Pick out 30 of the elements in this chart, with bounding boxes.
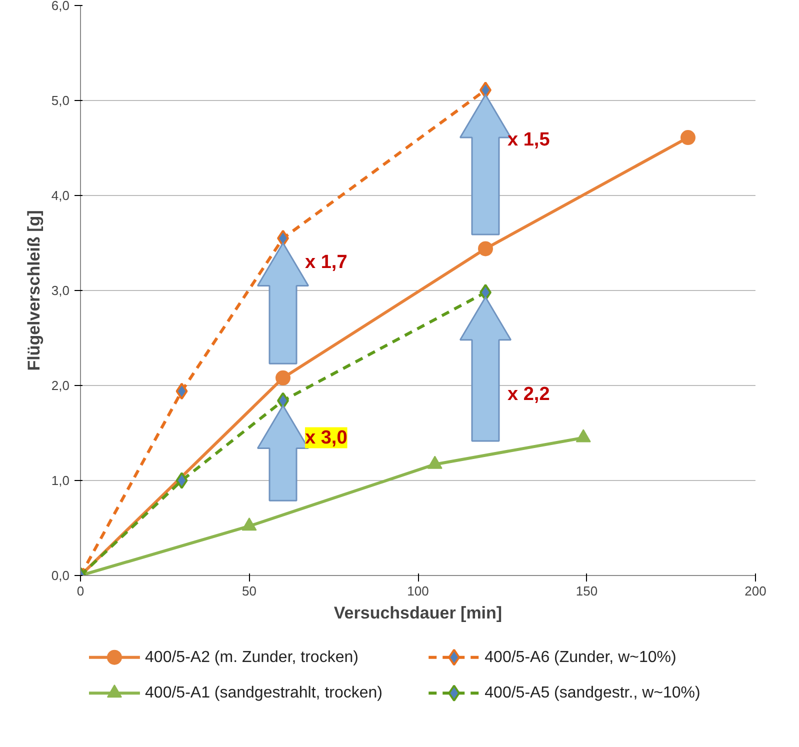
point (427, 456, 442, 469)
legend-label: 400/5-A1 (sandgestrahlt, trocken) (145, 684, 382, 702)
point (242, 518, 257, 531)
y-tick-label: 5,0 (51, 93, 70, 108)
legend-label: 400/5-A6 (Zunder, w~10%) (484, 648, 676, 666)
annotation: x 1,7 (305, 252, 348, 274)
y-tick-label: 2,0 (51, 378, 70, 393)
y-tick-label: 0,0 (51, 568, 70, 583)
y-axis-title: Flügelverschleiß [g] (24, 210, 44, 371)
point (276, 370, 290, 386)
legend-label: 400/5-A2 (m. Zunder, trocken) (145, 648, 358, 666)
y-tick-label: 6,0 (51, 0, 70, 13)
x-tick-label: 100 (407, 584, 429, 598)
point (176, 472, 188, 489)
point (576, 429, 591, 442)
x-tick-label: 0 (76, 584, 84, 598)
annotation: x 2,2 (508, 384, 550, 406)
y-tick-label: 3,0 (51, 283, 70, 298)
point (680, 130, 696, 146)
annotation: x 1,5 (508, 130, 550, 151)
x-tick-label: 150 (576, 584, 598, 598)
y-tick-label: 1,0 (51, 473, 70, 488)
y-tick-label: 4,0 (51, 188, 70, 203)
x-tick-label: 50 (242, 584, 256, 598)
point (478, 241, 493, 256)
x-tick-label: 200 (744, 584, 766, 598)
x-axis-title: Versuchsdauer [min] (334, 604, 502, 622)
point (176, 382, 188, 400)
annotation: x 3,0 (305, 427, 348, 448)
legend-label: 400/5-A5 (sandgestr., w~10%) (484, 684, 700, 702)
